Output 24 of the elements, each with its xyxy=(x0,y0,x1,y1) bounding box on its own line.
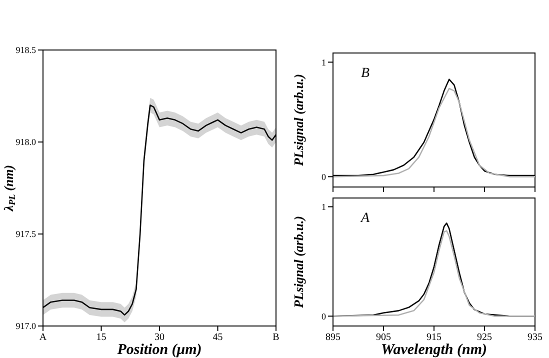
y-axis-title: PLsignal (arb.u.) xyxy=(290,216,306,308)
y-tick-label: 918.5 xyxy=(16,45,36,56)
y-tick-label: 918.0 xyxy=(16,137,36,148)
x-tick-label: 45 xyxy=(212,332,223,344)
x-axis-title: Position (μm) xyxy=(117,342,202,358)
x-tick-label: 915 xyxy=(426,332,442,344)
y-tick-label: 917.0 xyxy=(16,321,36,332)
y-tick-label: 917.5 xyxy=(16,229,36,240)
y-axis-title: PLsignal (arb.u.) xyxy=(290,74,306,166)
x-tick-label: A xyxy=(39,332,48,344)
x-tick-label: 905 xyxy=(376,332,391,344)
x-tick-label: 925 xyxy=(477,332,492,344)
y-tick-label: 0 xyxy=(322,172,326,182)
annotation: B xyxy=(361,66,370,81)
x-tick-label: 15 xyxy=(96,332,106,344)
y-tick-label: 1 xyxy=(322,57,326,68)
x-tick-label: 935 xyxy=(528,332,542,344)
y-tick-label: 1 xyxy=(322,202,326,212)
x-tick-label: 30 xyxy=(154,332,164,344)
annotation: A xyxy=(360,211,370,226)
x-tick-label: B xyxy=(272,332,280,344)
x-tick-label: 895 xyxy=(326,332,340,344)
x-axis-title: Wavelength (nm) xyxy=(381,342,487,358)
y-tick-label: 0 xyxy=(322,311,326,322)
